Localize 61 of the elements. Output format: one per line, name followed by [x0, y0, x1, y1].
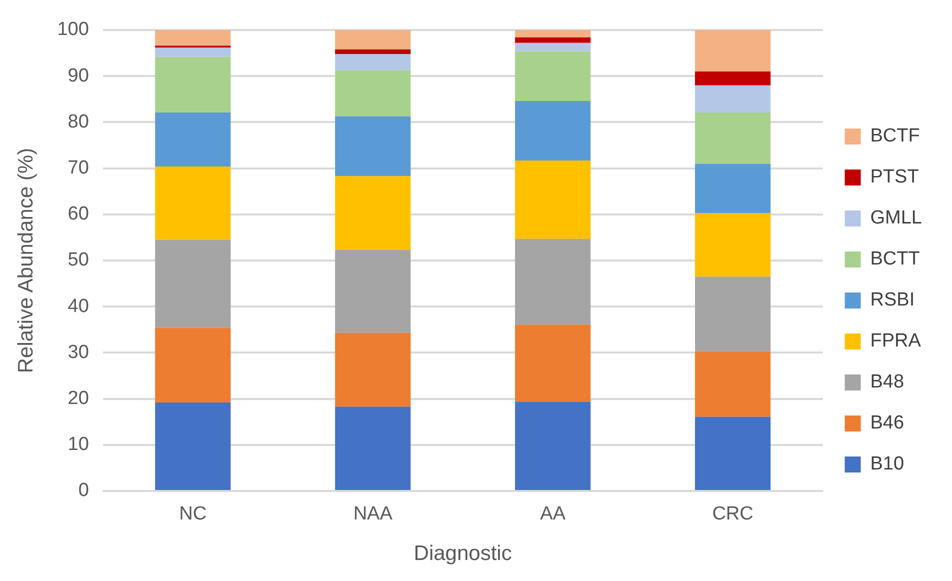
bar [155, 48, 231, 57]
x-tick-label: AA [540, 504, 566, 525]
x-tick-label: CRC [712, 504, 754, 525]
legend-label: PTST [870, 166, 920, 188]
x-axis-title: Diagnostic [414, 542, 512, 566]
bar [515, 37, 591, 43]
bar [694, 112, 771, 164]
bar [335, 116, 411, 176]
y-tick-label: 70 [68, 158, 89, 179]
bar [694, 85, 771, 113]
legend-label: B48 [870, 372, 904, 393]
y-tick-label: 30 [68, 342, 89, 363]
legend-label: FPRA [870, 330, 922, 352]
bar [335, 49, 411, 54]
bar [155, 328, 231, 402]
bar [694, 30, 771, 72]
bar [694, 416, 771, 490]
bar [335, 406, 411, 490]
y-tick-label: 100 [57, 19, 89, 40]
legend-label: BCTF [870, 126, 920, 147]
bar [694, 351, 771, 417]
legend-label: B46 [870, 412, 904, 434]
bar [515, 160, 591, 239]
bar [515, 402, 591, 490]
bar [155, 402, 231, 490]
bar [515, 30, 591, 38]
bar [515, 238, 591, 325]
bar [335, 250, 411, 333]
y-tick-label: 80 [68, 111, 89, 132]
bar [155, 166, 231, 240]
y-tick-label: 20 [68, 388, 89, 410]
bar [694, 164, 771, 214]
y-axis-title: Relative Abundance (%) [14, 148, 38, 374]
legend-label: GMLL [870, 208, 922, 229]
y-tick-label: 50 [68, 250, 89, 271]
bar [515, 100, 591, 160]
bar [155, 56, 231, 113]
bar [694, 276, 771, 352]
bar [335, 176, 411, 250]
y-tick-label: 10 [68, 434, 89, 456]
legend-label: RSBI [870, 290, 915, 311]
bar [335, 332, 411, 407]
bar [335, 54, 411, 70]
y-tick-label: 90 [68, 65, 89, 86]
legend-label: BCTT [870, 248, 920, 270]
bar [694, 71, 771, 86]
bar [155, 30, 231, 46]
y-tick-label: 40 [68, 296, 89, 317]
bar [515, 324, 591, 402]
x-tick-label: NC [179, 504, 207, 525]
bar [515, 51, 591, 101]
x-tick-label: NAA [353, 504, 393, 525]
y-tick-label: 0 [78, 480, 89, 502]
bar [335, 70, 411, 116]
bar [155, 112, 231, 166]
bar [515, 42, 591, 52]
bar [694, 213, 771, 277]
bar [335, 30, 411, 50]
bar [155, 240, 231, 328]
y-tick-label: 60 [68, 204, 89, 225]
legend-label: B10 [870, 454, 904, 475]
